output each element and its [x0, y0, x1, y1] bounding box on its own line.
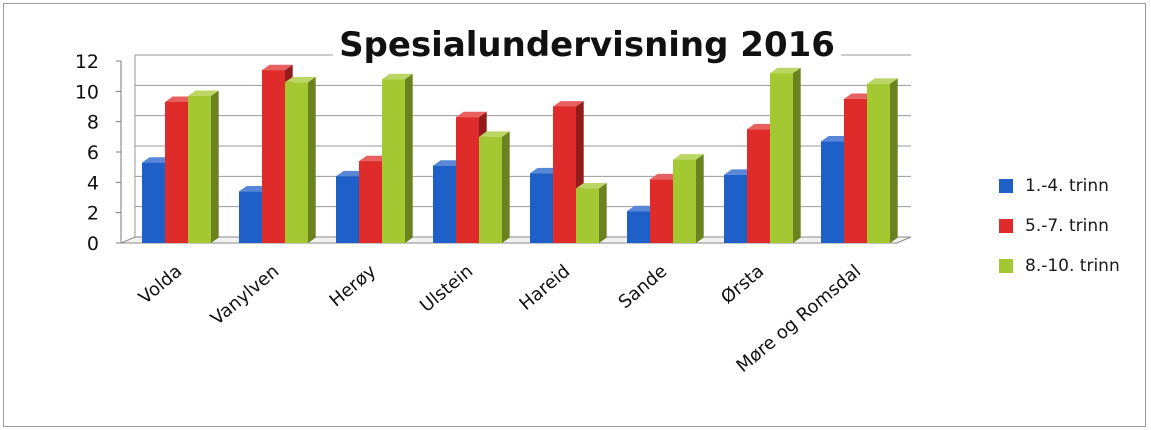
bar-sande-s1: [627, 211, 650, 243]
bar-ulstein-s2: [456, 117, 479, 243]
bar-vanylven-s2: [262, 70, 285, 243]
bar-hareid-s2-top: [553, 101, 584, 107]
bar-herøy-s3: [382, 79, 405, 243]
bar-volda-s2: [165, 101, 188, 243]
bar-hareid-s3-side: [599, 183, 607, 243]
bar-sande-s3: [673, 159, 696, 243]
bar-herøy-s2: [359, 161, 382, 243]
x-tick-label: Ulstein: [416, 261, 477, 317]
legend-swatch-8-10: [999, 259, 1013, 273]
bar-vanylven-s2-top: [262, 64, 293, 71]
y-tick-label: 8: [87, 112, 99, 134]
legend: 1.-4. trinn 5.-7. trinn 8.-10. trinn: [999, 166, 1120, 286]
bar-vanylven-s1: [239, 191, 262, 243]
bar-hareid-s1: [530, 173, 553, 243]
bar-ørsta-s3-side: [793, 67, 801, 243]
legend-item: 1.-4. trinn: [999, 166, 1120, 206]
bar-ulstein-s3: [479, 136, 502, 243]
bar-ulstein-s2-top: [456, 111, 487, 118]
y-tick-label: 12: [75, 51, 99, 73]
legend-swatch-5-7: [999, 219, 1013, 233]
bar-herøy-s3-side: [405, 73, 413, 243]
bar-vanylven-s3-top: [285, 76, 316, 83]
legend-label-1-4: 1.-4. trinn: [1025, 176, 1109, 196]
title-background: [333, 23, 841, 67]
bar-møre-og-romsdal-s3-side: [890, 78, 898, 243]
bar-ørsta-s1: [724, 174, 747, 243]
bar-chart: 0 2 4 6 8 10 12 Volda Vanylven Herøy Ulstein Hareid…: [75, 23, 912, 377]
bar-volda-s1: [142, 162, 165, 243]
bar-volda-s3-side: [211, 90, 219, 243]
bar-hareid-s2: [553, 106, 576, 243]
chart-title: Spesialundervisning 2016: [339, 25, 835, 65]
x-tick-label: Sande: [615, 261, 672, 313]
bar-ulstein-s1: [433, 165, 456, 243]
x-tick-label: Vanylven: [207, 261, 283, 330]
bar-herøy-s3-top: [382, 73, 413, 80]
y-tick-label: 4: [87, 172, 99, 194]
bar-møre-og-romsdal-s2: [844, 98, 867, 244]
y-tick-label: 2: [87, 203, 99, 225]
bar-vanylven-s3: [285, 82, 308, 243]
chart-frame: 0 2 4 6 8 10 12 Volda Vanylven Herøy Ulstein Hareid…: [3, 3, 1146, 427]
bar-møre-og-romsdal-s1: [821, 141, 844, 243]
bar-ørsta-s2: [747, 129, 770, 243]
y-tick-label: 0: [87, 233, 99, 255]
legend-item: 8.-10. trinn: [999, 246, 1120, 286]
legend-item: 5.-7. trinn: [999, 206, 1120, 246]
x-tick-label: Volda: [135, 261, 186, 309]
bar-hareid-s3: [576, 188, 599, 243]
bar-ørsta-s3-top: [770, 67, 801, 74]
bar-sande-s2: [650, 179, 673, 243]
bar-møre-og-romsdal-s3-top: [867, 78, 898, 84]
bar-ulstein-s3-top: [479, 131, 510, 137]
x-tick-label: Herøy: [326, 261, 381, 312]
bar-sande-s3-side: [696, 154, 704, 243]
y-tick-label: 10: [75, 81, 99, 103]
x-tick-label: Ørsta: [717, 261, 768, 309]
bar-volda-s3-top: [188, 90, 219, 96]
legend-label-8-10: 8.-10. trinn: [1025, 256, 1120, 276]
y-tick-label: 6: [87, 142, 99, 164]
bar-herøy-s1: [336, 176, 359, 243]
bar-vanylven-s3-side: [308, 76, 316, 243]
legend-label-5-7: 5.-7. trinn: [1025, 216, 1109, 236]
bar-hareid-s3-top: [576, 183, 607, 189]
bar-ørsta-s3: [770, 73, 793, 243]
legend-swatch-1-4: [999, 179, 1013, 193]
bar-volda-s3: [188, 95, 211, 243]
bar-møre-og-romsdal-s3: [867, 83, 890, 243]
bar-sande-s3-top: [673, 154, 704, 160]
bar-ulstein-s3-side: [502, 131, 510, 243]
x-tick-label: Hareid: [515, 261, 574, 315]
